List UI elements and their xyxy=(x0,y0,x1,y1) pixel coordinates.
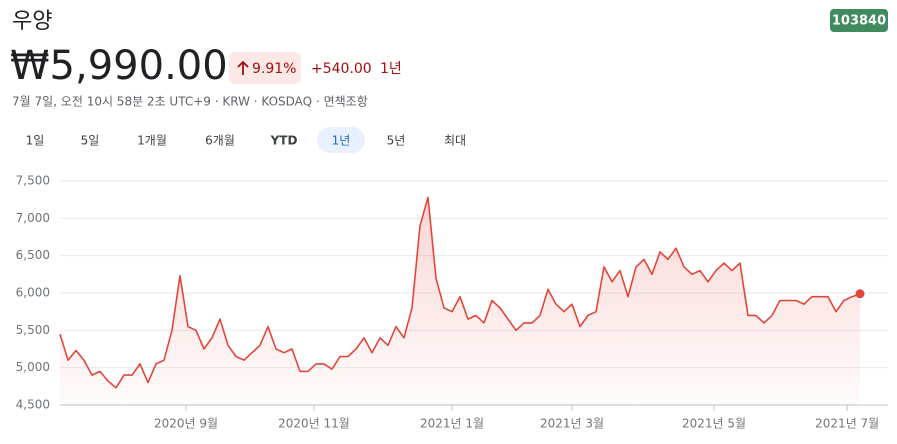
price: ₩5,990.00 xyxy=(10,43,228,89)
y-tick-label: 5,000 xyxy=(16,360,50,374)
ticker-badge xyxy=(830,9,888,32)
y-tick-label: 4,500 xyxy=(16,398,50,412)
ticker: 103840 xyxy=(832,14,886,29)
price-line xyxy=(59,196,861,389)
change-amount: +540.00 xyxy=(311,61,372,77)
tab[interactable]: 5일 xyxy=(81,134,100,148)
stock-name: 우양 xyxy=(12,9,52,34)
x-tick-label: 2020년 9월 xyxy=(154,417,218,431)
change-percent: 9.91% xyxy=(252,61,296,77)
y-tick-label: 7,500 xyxy=(16,174,50,188)
tab[interactable]: YTD xyxy=(270,134,298,148)
tab[interactable]: 최대 xyxy=(444,134,466,148)
tab-selected-bg xyxy=(317,127,365,153)
x-tick-label: 2021년 7월 xyxy=(815,417,879,431)
tab[interactable]: 1개월 xyxy=(137,134,167,148)
x-tick-label: 2021년 5월 xyxy=(682,417,746,431)
last-price-dot xyxy=(855,289,865,299)
up-arrow xyxy=(237,60,249,75)
x-tick-label: 2021년 1월 xyxy=(420,417,484,431)
y-tick-label: 6,500 xyxy=(16,248,50,262)
subtitle: 7월 7일, 오전 10시 58분 2초 UTC+9 · KRW · KOSDA… xyxy=(12,94,368,109)
tab[interactable]: 1년 xyxy=(332,134,351,148)
y-tick-label: 6,000 xyxy=(16,286,50,300)
tab[interactable]: 5년 xyxy=(387,134,406,148)
y-tick-label: 7,000 xyxy=(16,211,50,225)
x-tick-label: 2021년 3월 xyxy=(540,417,604,431)
y-tick-label: 5,500 xyxy=(16,323,50,337)
tab[interactable]: 6개월 xyxy=(205,134,235,148)
change-chip xyxy=(229,52,301,84)
change-period: 1년 xyxy=(380,61,402,77)
tab[interactable]: 1일 xyxy=(26,134,45,148)
x-tick-label: 2020년 11월 xyxy=(278,417,350,431)
price-area xyxy=(60,197,860,405)
